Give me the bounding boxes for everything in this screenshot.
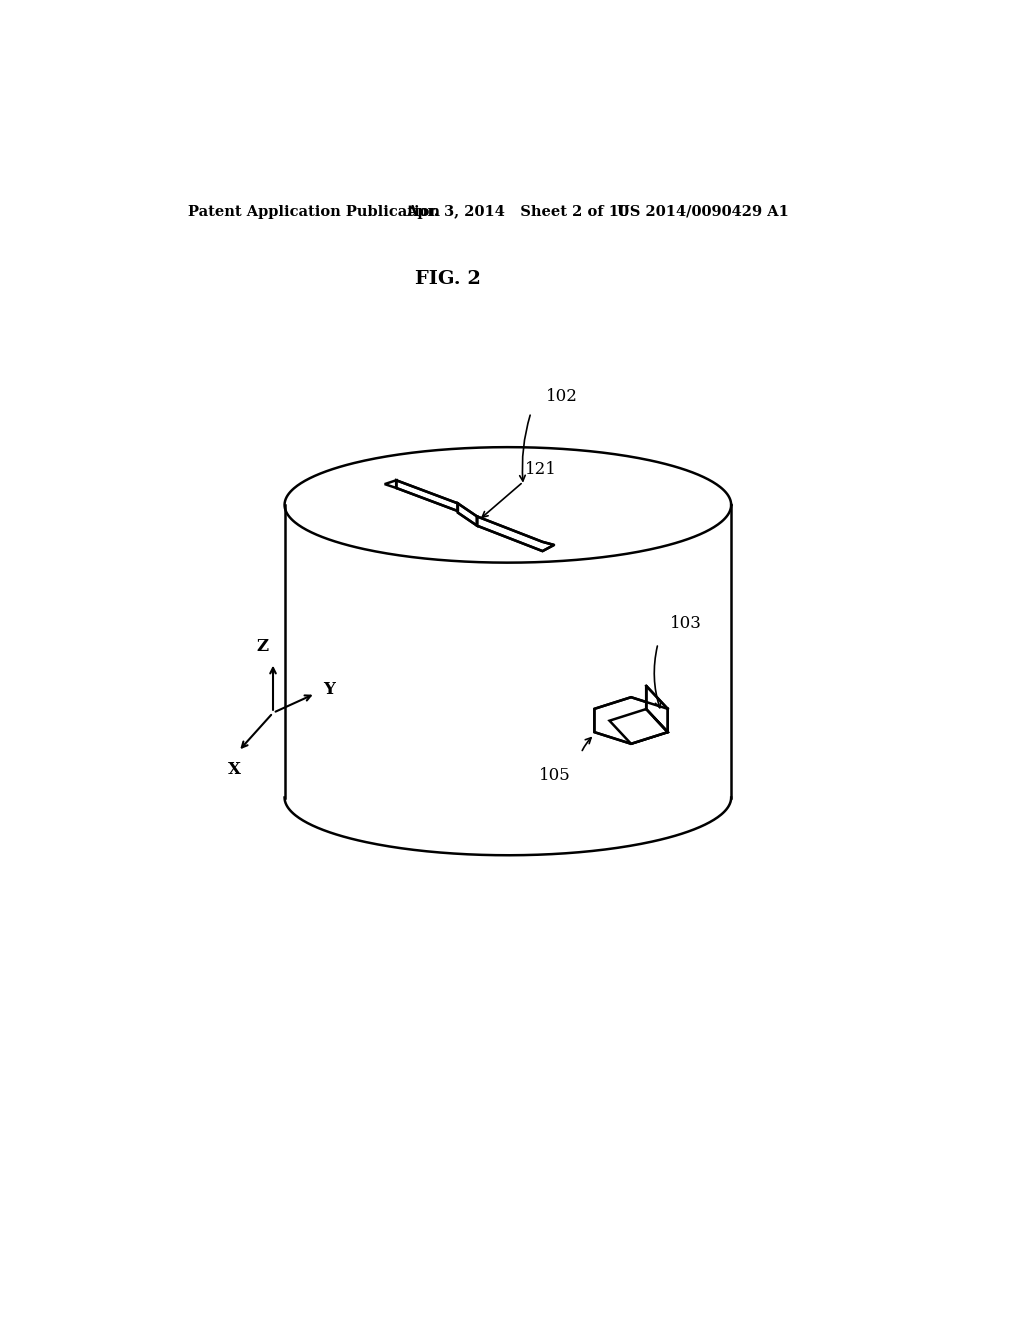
Text: US 2014/0090429 A1: US 2014/0090429 A1 xyxy=(617,205,790,219)
Text: FIG. 2: FIG. 2 xyxy=(416,271,481,288)
Text: 102: 102 xyxy=(547,388,579,405)
Polygon shape xyxy=(609,709,668,743)
Polygon shape xyxy=(594,697,668,743)
Polygon shape xyxy=(458,503,477,525)
Polygon shape xyxy=(385,480,396,488)
Text: X: X xyxy=(228,760,241,777)
Polygon shape xyxy=(646,686,668,733)
Text: 103: 103 xyxy=(670,615,701,632)
Text: Y: Y xyxy=(323,681,335,698)
Text: 105: 105 xyxy=(539,767,570,784)
Text: Apr. 3, 2014   Sheet 2 of 10: Apr. 3, 2014 Sheet 2 of 10 xyxy=(407,205,629,219)
Polygon shape xyxy=(477,516,554,552)
Text: Z: Z xyxy=(256,638,268,655)
Text: Patent Application Publication: Patent Application Publication xyxy=(188,205,440,219)
Polygon shape xyxy=(396,480,458,511)
Text: 121: 121 xyxy=(524,461,557,478)
